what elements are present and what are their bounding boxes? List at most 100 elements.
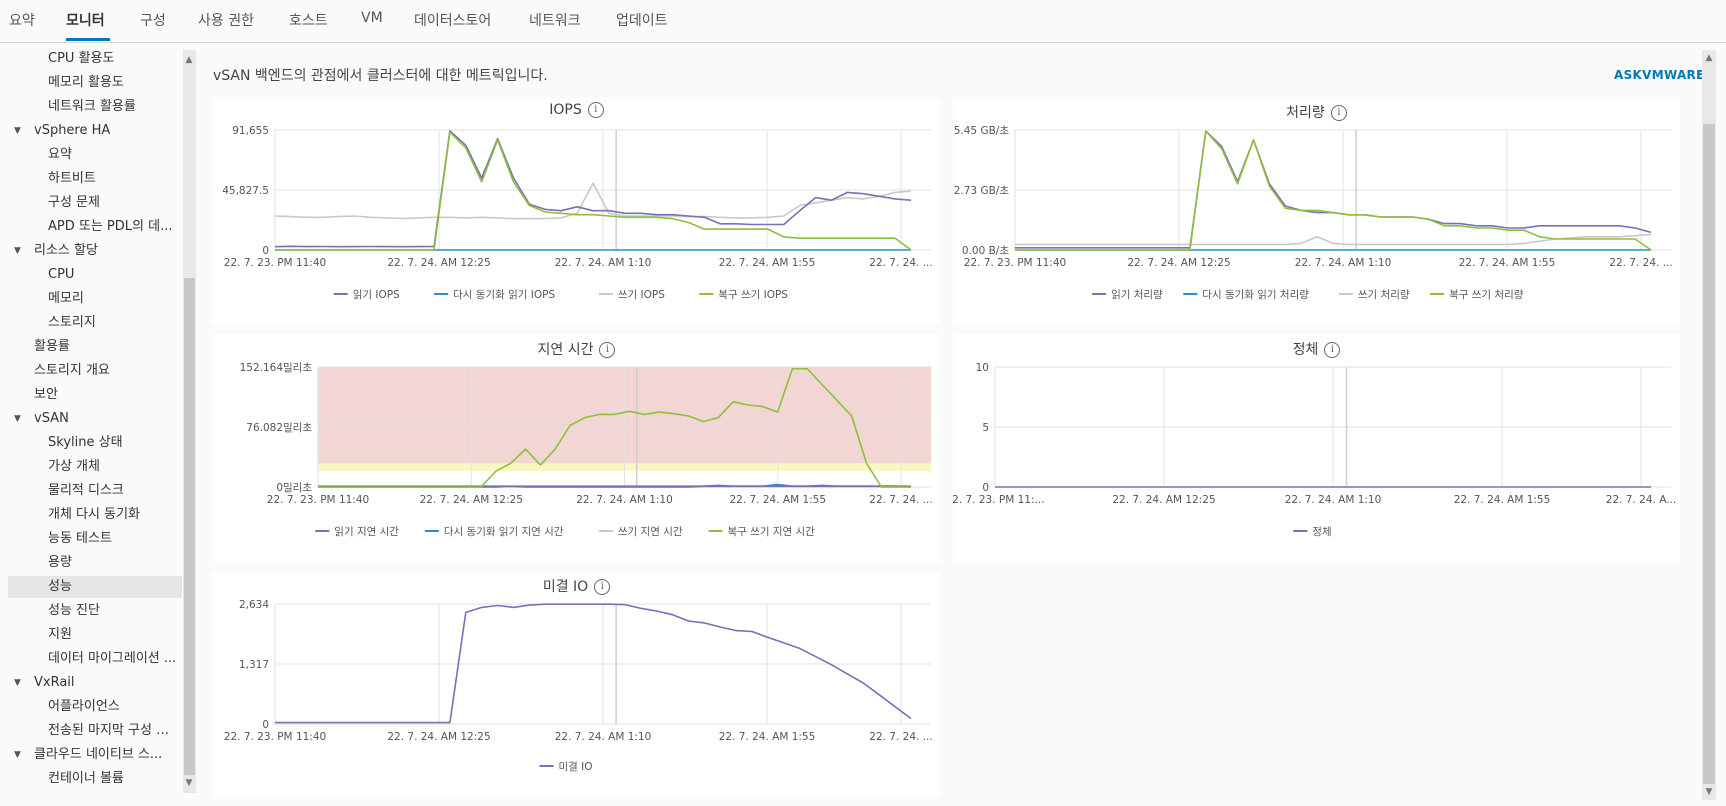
chevron-down-icon[interactable]: ▼ — [14, 678, 21, 688]
series-line — [318, 367, 911, 488]
tab-datastores[interactable]: 데이터스토어 — [414, 13, 492, 29]
throughput-chart-title: 처리량 i — [953, 102, 1680, 122]
info-icon[interactable]: i — [594, 579, 611, 595]
sidebar-item[interactable]: 메모리 — [8, 288, 182, 310]
sidebar-item-label: 능동 테스트 — [48, 531, 112, 546]
tab-updates[interactable]: 업데이트 — [616, 13, 668, 29]
sidebar-item[interactable]: 물리적 디스크 — [8, 480, 182, 502]
sidebar-item[interactable]: 메모리 활용도 — [8, 72, 182, 94]
main-scrollbar[interactable]: ▲ ▼ — [1702, 50, 1716, 800]
sidebar-item[interactable]: 구성 문제 — [8, 192, 182, 214]
tab-configure[interactable]: 구성 — [140, 13, 166, 29]
sidebar-item[interactable]: 컨테이너 볼륨 — [8, 768, 182, 790]
sidebar-item[interactable]: Skyline 상태 — [8, 432, 182, 454]
legend-item[interactable]: 다시 동기화 읽기 처리량 — [1202, 288, 1309, 301]
sidebar-item[interactable]: 개체 다시 동기화 — [8, 504, 182, 526]
x-tick-label: 22. 7. 24. AM 1:10 — [1295, 257, 1392, 269]
legend-item[interactable]: 읽기 처리량 — [1111, 288, 1163, 301]
scroll-up-icon[interactable]: ▲ — [185, 55, 193, 65]
x-tick-label: 22. 7. 24. AM 1:55 — [729, 494, 826, 506]
sidebar-item-label: 어플라이언스 — [48, 699, 120, 714]
legend-item[interactable]: 쓰기 IOPS — [618, 289, 665, 301]
legend-item[interactable]: 읽기 IOPS — [353, 288, 400, 301]
sidebar-item[interactable]: 네트워크 활용률 — [8, 96, 182, 118]
sidebar-item-label: 요약 — [48, 147, 72, 162]
legend-item[interactable]: 정체 — [1312, 526, 1331, 538]
sidebar-item[interactable]: 성능 — [8, 576, 182, 598]
legend-item[interactable]: 복구 쓰기 처리량 — [1449, 289, 1524, 301]
y-tick-label: 76.082밀리초 — [246, 422, 312, 434]
tab-networks[interactable]: 네트워크 — [529, 13, 581, 29]
y-tick-label: 5 — [982, 422, 989, 434]
sidebar-item-label: VxRail — [34, 675, 75, 690]
scroll-up-icon[interactable]: ▲ — [1705, 53, 1713, 63]
sidebar-item-label: 메모리 활용도 — [48, 75, 124, 90]
legend-item[interactable]: 쓰기 처리량 — [1358, 289, 1410, 301]
chevron-down-icon[interactable]: ▼ — [14, 126, 21, 136]
x-tick-label: 22. 7. 24. AM 12:25 — [387, 731, 490, 743]
series-line — [274, 182, 912, 220]
sidebar-item[interactable]: 지원 — [8, 624, 182, 646]
sidebar-item-label: CPU 활용도 — [48, 51, 115, 66]
sidebar-scroll-thumb[interactable] — [184, 278, 195, 775]
info-icon[interactable]: i — [587, 102, 604, 118]
sidebar-item-label: 개체 다시 동기화 — [48, 507, 140, 522]
latency-chart-panel: 지연 시간 i 152.164밀리초 76.082밀리초 0밀리초 22. 7. 23.… — [213, 335, 940, 562]
legend-item[interactable]: 쓰기 지연 시간 — [618, 526, 683, 538]
legend-item[interactable]: 미결 IO — [559, 761, 593, 773]
sidebar-item-label: 물리적 디스크 — [48, 483, 124, 498]
x-tick-label: 22. 7. 24. A... — [1606, 494, 1676, 506]
legend-item[interactable]: 복구 쓰기 지연 시간 — [728, 526, 816, 538]
info-icon[interactable]: i — [1324, 342, 1341, 358]
tab-hosts[interactable]: 호스트 — [289, 13, 328, 29]
sidebar-item[interactable]: 가상 개체 — [8, 456, 182, 478]
sidebar-scrollbar[interactable]: ▲ ▼ — [183, 50, 196, 793]
sidebar-item[interactable]: 하트비트 — [8, 168, 182, 190]
sidebar-item[interactable]: CPU — [8, 264, 182, 286]
info-icon[interactable]: i — [599, 342, 616, 358]
chevron-down-icon[interactable]: ▼ — [14, 246, 21, 256]
sidebar-item[interactable]: 데이터 마이그레이션 ... — [8, 648, 182, 670]
sidebar-item[interactable]: APD 또는 PDL의 데... — [8, 216, 182, 238]
sidebar-item[interactable]: 스토리지 — [8, 312, 182, 334]
tab-permissions[interactable]: 사용 권한 — [198, 13, 254, 29]
tab-vms[interactable]: VM — [361, 10, 383, 26]
scroll-down-icon[interactable]: ▼ — [1705, 787, 1713, 797]
sidebar-item[interactable]: 요약 — [8, 144, 182, 166]
x-tick-label: 22. 7. 24. AM 1:55 — [719, 257, 816, 269]
x-tick-label: 22. 7. 23. PM 11:40 — [964, 257, 1066, 269]
sidebar-item-label: CPU — [48, 267, 75, 282]
sidebar-item-label: 전송된 마지막 구성 데... — [48, 723, 178, 738]
x-tick-label: 22. 7. 24. ... — [869, 257, 932, 269]
legend-item[interactable]: 복구 쓰기 IOPS — [718, 289, 788, 301]
sidebar-item[interactable]: 성능 진단 — [8, 600, 182, 622]
sidebar-item[interactable]: 능동 테스트 — [8, 528, 182, 550]
sidebar-item[interactable]: 어플라이언스 — [8, 696, 182, 718]
sidebar-item[interactable]: CPU 활용도 — [8, 50, 182, 70]
tab-summary[interactable]: 요약 — [9, 13, 35, 29]
sidebar-item-label: 하트비트 — [48, 171, 96, 186]
sidebar-item[interactable]: ▼ 리소스 할당 — [8, 240, 182, 262]
sidebar-item[interactable]: ▼ 클라우드 네이티브 스... — [8, 744, 182, 766]
tab-monitor[interactable]: 모니터 — [66, 13, 105, 29]
askvmware-link[interactable]: ASKVMWARE — [1614, 68, 1705, 82]
legend-item[interactable]: 다시 동기화 읽기 지연 시간 — [444, 525, 564, 538]
sidebar-item[interactable]: ▼ VxRail — [8, 672, 182, 694]
sidebar-item[interactable]: 용량 — [8, 552, 182, 574]
sidebar-item[interactable]: 보안 — [8, 384, 182, 406]
sidebar-item[interactable]: ▼ vSAN — [8, 408, 182, 430]
y-tick-label: 0.00 B/초 — [962, 245, 1009, 257]
legend-item[interactable]: 다시 동기화 읽기 IOPS — [453, 288, 555, 301]
x-tick-label: 22. 7. 23. PM 11:40 — [224, 731, 326, 743]
chevron-down-icon[interactable]: ▼ — [14, 414, 21, 424]
info-icon[interactable]: i — [1330, 105, 1347, 121]
legend-item[interactable]: 읽기 지연 시간 — [334, 525, 399, 538]
sidebar-item[interactable]: 활용률 — [8, 336, 182, 358]
sidebar-item[interactable]: ▼ vSphere HA — [8, 120, 182, 142]
main-scroll-thumb[interactable] — [1703, 124, 1715, 784]
x-tick-label: 22. 7. 24. AM 1:55 — [1459, 257, 1556, 269]
chevron-down-icon[interactable]: ▼ — [14, 750, 21, 760]
scroll-down-icon[interactable]: ▼ — [185, 778, 193, 788]
sidebar-item[interactable]: 전송된 마지막 구성 데... — [8, 720, 182, 742]
sidebar-item[interactable]: 스토리지 개요 — [8, 360, 182, 382]
